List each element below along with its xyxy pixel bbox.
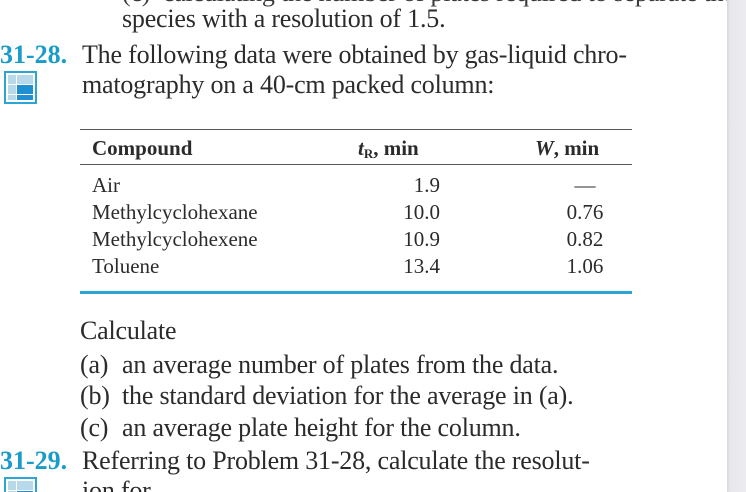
part-b-label: (b) bbox=[80, 381, 110, 410]
prev-problem-tail: species with a resolution of 1.5. bbox=[122, 4, 446, 33]
textbook-page: (c) calculating the number of plates req… bbox=[0, 0, 727, 492]
part-c-text: an average plate height for the column. bbox=[122, 413, 521, 442]
header-retention-time: tR, min bbox=[358, 134, 419, 168]
header-peak-width: W, min bbox=[535, 134, 599, 162]
cell-compound-2: Methylcyclohexene bbox=[92, 227, 258, 251]
cell-compound-1: Methylcyclohexane bbox=[92, 200, 258, 224]
problem-text-line-1: The following data were obtained by gas-… bbox=[82, 40, 627, 69]
cell-tr-1: 10.0 bbox=[403, 200, 440, 224]
calculate-label: Calculate bbox=[80, 316, 177, 345]
cell-w-0: — bbox=[574, 173, 596, 197]
cell-w-2: 0.82 bbox=[566, 227, 604, 251]
tr-subscript: R bbox=[363, 146, 374, 161]
problem-number-31-28: 31-28. bbox=[0, 40, 68, 69]
cell-compound-0: Air bbox=[92, 173, 120, 197]
problem-29-text-line-2: ion for bbox=[82, 476, 151, 492]
cell-w-1: 0.76 bbox=[566, 200, 604, 224]
page-edge-scrollbar[interactable] bbox=[727, 0, 746, 492]
part-a-text: an average number of plates from the dat… bbox=[122, 350, 559, 379]
tr-unit: , min bbox=[373, 136, 419, 160]
problem-29-text-line-1: Referring to Problem 31-28, calculate th… bbox=[82, 446, 590, 475]
tr-symbol: t bbox=[358, 136, 364, 160]
cell-w-3: 1.06 bbox=[566, 254, 604, 278]
cut-off-text-line: (c) calculating the number of plates req… bbox=[122, 0, 727, 8]
w-symbol: W bbox=[535, 136, 554, 160]
cell-tr-0: 1.9 bbox=[413, 173, 440, 197]
problem-text-line-2: matography on a 40-cm packed column: bbox=[82, 70, 495, 99]
spreadsheet-icon-2[interactable] bbox=[4, 477, 37, 492]
part-b-text: the standard deviation for the average i… bbox=[122, 381, 574, 410]
part-c-label: (c) bbox=[80, 413, 109, 442]
cell-tr-3: 13.4 bbox=[403, 254, 440, 278]
table-top-rule bbox=[80, 129, 632, 130]
spreadsheet-icon[interactable] bbox=[4, 71, 37, 104]
header-compound: Compound bbox=[92, 136, 193, 160]
cell-compound-3: Toluene bbox=[92, 254, 160, 278]
w-unit: , min bbox=[553, 136, 600, 160]
cell-tr-2: 10.9 bbox=[403, 227, 440, 251]
table-bottom-rule bbox=[80, 291, 632, 294]
problem-number-31-29: 31-29. bbox=[0, 446, 68, 475]
table-header-rule bbox=[80, 164, 632, 165]
part-a-label: (a) bbox=[80, 350, 109, 379]
